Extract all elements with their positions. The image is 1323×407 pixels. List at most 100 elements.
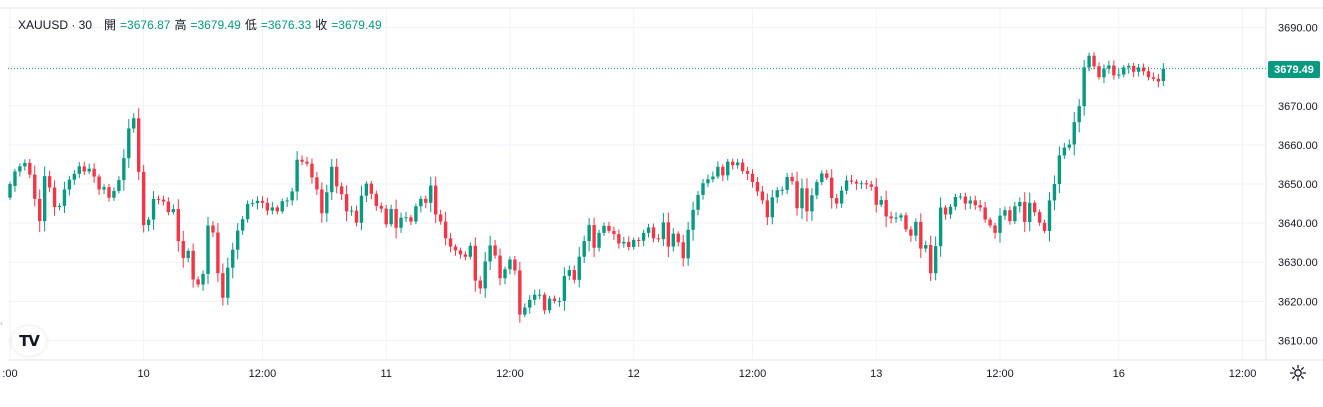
candle-body — [102, 187, 106, 190]
candle-body — [255, 200, 260, 204]
candle-body — [686, 229, 690, 259]
symbol-label[interactable]: XAUUSD · 30 — [18, 18, 93, 32]
candle-body — [963, 196, 968, 204]
settings-gear-icon[interactable] — [1289, 364, 1307, 382]
candle-body — [503, 269, 507, 279]
candle-body — [186, 250, 190, 258]
candle-body — [448, 238, 453, 247]
candle-body — [339, 186, 344, 195]
candle-body — [646, 227, 651, 233]
candle-body — [389, 209, 393, 225]
candle-body — [582, 241, 586, 257]
candle-body — [315, 177, 319, 190]
candle-body — [557, 300, 562, 302]
candle-body — [82, 166, 86, 172]
y-tick-label: 3620.00 — [1278, 296, 1318, 308]
candle-body — [864, 183, 869, 185]
candle-body — [419, 198, 423, 207]
candle-body — [211, 225, 215, 233]
tradingview-logo[interactable]: TV — [12, 326, 46, 356]
candle-body — [438, 214, 443, 222]
candle-body — [57, 205, 62, 208]
candle-body — [275, 207, 279, 212]
candle-body — [72, 173, 77, 180]
candle-body — [364, 183, 369, 196]
candle-body — [537, 294, 542, 296]
candle-body — [780, 189, 784, 191]
candle-body — [612, 230, 616, 235]
candle-body — [216, 232, 220, 274]
candle-body — [349, 210, 354, 212]
candle-body — [226, 267, 230, 298]
collapse-arrow-icon[interactable]: ‹ — [0, 318, 3, 328]
candle-body — [1087, 55, 1091, 68]
candle-body — [97, 176, 101, 190]
candle-body — [968, 200, 972, 204]
candle-body — [1028, 202, 1032, 222]
candle-body — [473, 245, 477, 281]
candle-body — [988, 219, 992, 226]
candle-body — [924, 245, 928, 249]
candle-body — [52, 187, 57, 208]
candle-body — [1161, 68, 1166, 82]
candle-body — [805, 188, 809, 212]
candle-body — [1102, 68, 1106, 78]
candle-body — [379, 205, 383, 209]
candle-body — [844, 180, 849, 191]
candle-body — [632, 239, 636, 247]
candle-body — [463, 254, 468, 257]
candle-body — [681, 242, 685, 259]
candle-body — [1008, 210, 1012, 222]
candle-body — [953, 196, 958, 207]
candle-body — [1131, 65, 1136, 72]
candle-body — [8, 184, 12, 198]
candle-body — [795, 181, 799, 209]
candle-body — [38, 198, 42, 222]
candle-body — [1092, 55, 1096, 67]
x-tick-label: 12:00 — [739, 368, 767, 380]
y-tick-label: 3610.00 — [1278, 335, 1318, 347]
candle-body — [938, 207, 943, 247]
candle-body — [661, 222, 666, 240]
candle-body — [414, 206, 418, 222]
candle-body — [518, 270, 522, 315]
candle-body — [785, 176, 789, 190]
candle-body — [369, 183, 374, 194]
candle-body — [478, 280, 482, 289]
candle-body — [1057, 155, 1062, 184]
x-tick-label: 12:00 — [249, 368, 277, 380]
candle-body — [790, 176, 794, 182]
candle-body — [374, 193, 378, 206]
candle-body — [745, 171, 750, 174]
candle-body — [800, 188, 804, 209]
candle-body — [231, 249, 235, 268]
candle-body — [429, 185, 433, 203]
candle-body — [156, 198, 161, 200]
candle-body — [1032, 202, 1037, 213]
close-value: =3679.49 — [331, 18, 382, 32]
candle-body — [488, 245, 492, 262]
low-value: =3676.33 — [260, 18, 312, 32]
candle-body — [636, 239, 641, 241]
candle-body — [1156, 78, 1161, 82]
open-label: 開 — [104, 18, 117, 32]
candle-body — [1018, 201, 1022, 207]
y-tick-label: 3660.00 — [1278, 140, 1318, 152]
candle-body — [1042, 222, 1047, 231]
candle-body — [830, 177, 834, 199]
x-tick-label: 13 — [870, 368, 882, 380]
candle-body — [567, 270, 572, 276]
candle-body — [141, 171, 146, 226]
candle-body — [424, 198, 428, 203]
candle-body — [993, 225, 997, 233]
candle-body — [859, 183, 864, 185]
candle-body — [221, 273, 225, 298]
candle-body — [1082, 67, 1086, 107]
candle-body — [310, 163, 314, 178]
candle-body — [854, 181, 859, 184]
high-value: =3679.49 — [190, 18, 241, 32]
candle-body — [825, 173, 829, 178]
candle-body — [290, 191, 294, 201]
candle-body — [399, 217, 403, 228]
